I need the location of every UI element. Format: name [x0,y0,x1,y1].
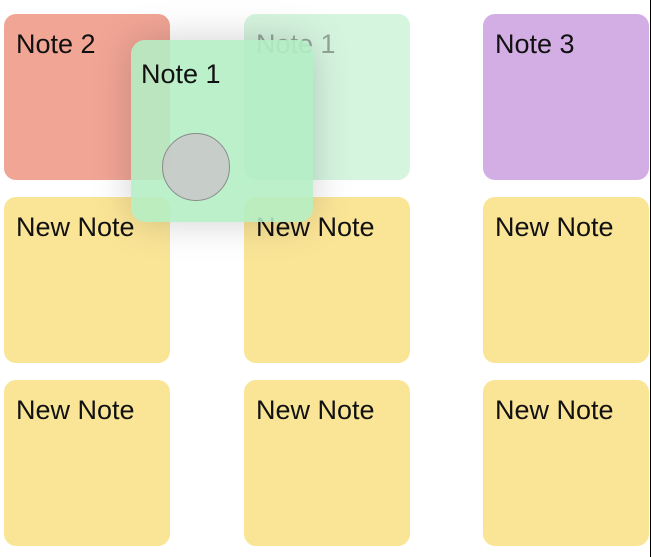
note-label: New Note [495,394,614,426]
note-card[interactable]: New Note [483,380,649,546]
note-label: Note 3 [495,28,575,60]
note-card[interactable]: Note 3 [483,14,649,180]
note-label: New Note [495,211,614,243]
note-label: Note 2 [16,28,96,60]
note-label: New Note [256,394,375,426]
note-label: New Note [16,211,135,243]
touch-point-indicator [162,133,230,201]
note-card[interactable]: New Note [4,380,170,546]
dragging-note-label: Note 1 [141,58,221,90]
note-card[interactable]: New Note [244,380,410,546]
note-label: New Note [16,394,135,426]
dragging-note-card[interactable]: Note 1 [131,40,313,222]
note-card[interactable]: New Note [483,197,649,363]
